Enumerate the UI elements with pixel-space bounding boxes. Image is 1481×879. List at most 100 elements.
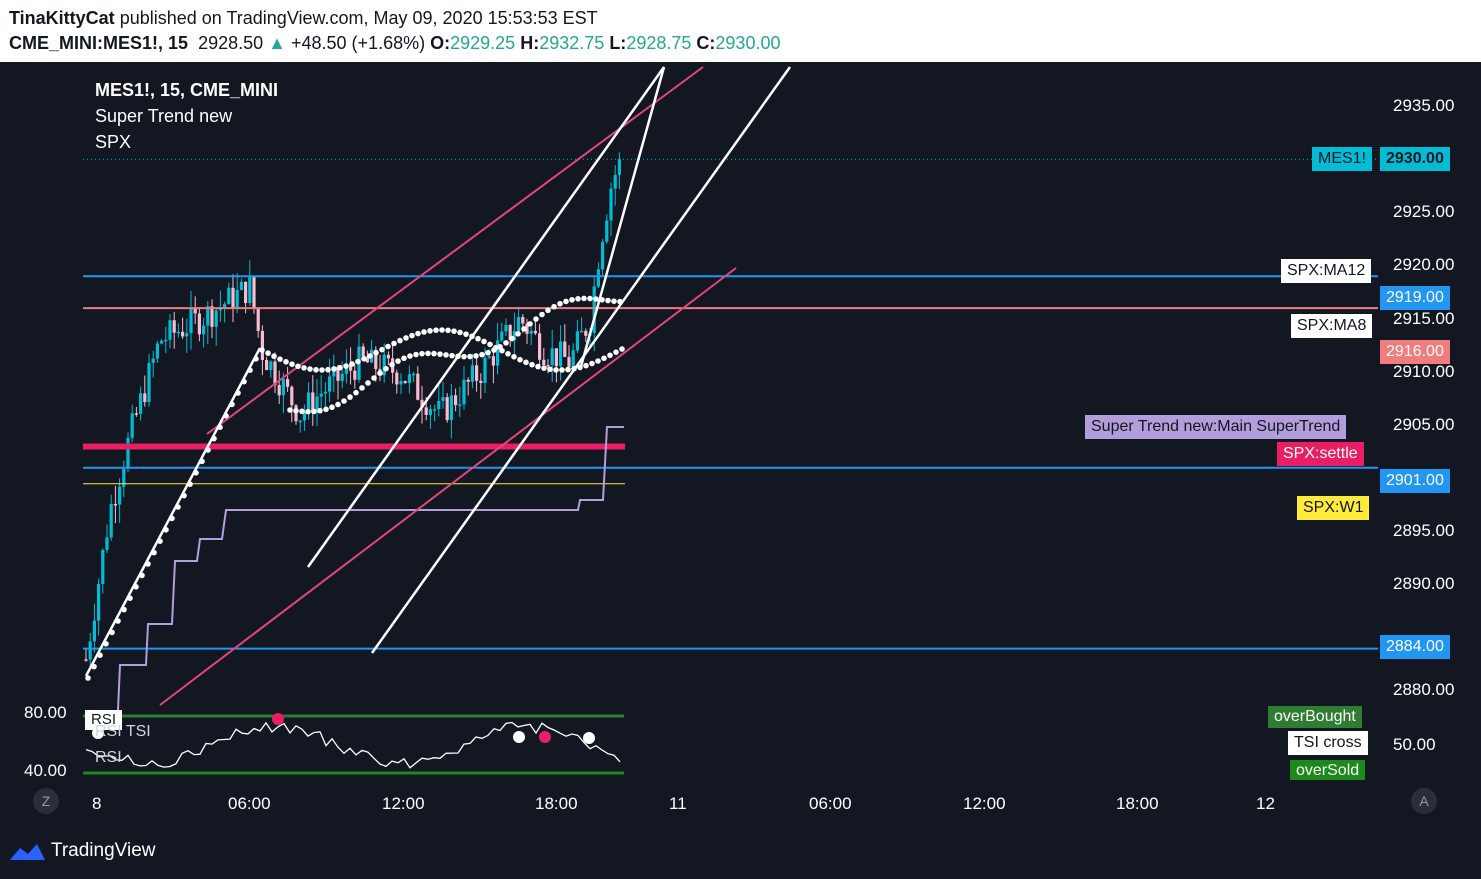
time-tick: 8 — [92, 794, 102, 813]
ma-dot — [307, 366, 313, 372]
ma-dot — [607, 352, 613, 359]
candle-body — [307, 392, 311, 412]
ma-dot — [395, 358, 401, 364]
ma-dot — [563, 298, 569, 305]
ma-dot — [383, 365, 389, 372]
candle-body — [403, 381, 407, 383]
label-spx-ma8: SPX:MA8 — [1291, 314, 1373, 338]
ma-dot — [619, 346, 625, 352]
candle-body — [567, 356, 571, 368]
ma-dot — [545, 307, 551, 314]
candle-body — [353, 370, 357, 380]
tradingview-logo[interactable]: TradingView — [8, 840, 156, 862]
candle-body — [160, 340, 164, 344]
candle-body — [512, 331, 516, 341]
candle-body — [601, 241, 605, 270]
symbol-name: CME_MINI:MES1!, 15 — [9, 33, 189, 53]
overlays-group — [83, 66, 1378, 775]
ma-dot — [397, 337, 403, 344]
candle-body — [609, 188, 613, 221]
candle-body — [147, 362, 151, 403]
ma-dot — [341, 398, 347, 404]
candle-body — [412, 373, 416, 376]
ma-dot — [169, 515, 175, 522]
candle-body — [252, 276, 256, 309]
candle-body — [244, 281, 248, 304]
time-tick: 18:00 — [535, 794, 578, 813]
candle-body — [340, 373, 344, 381]
candle-body — [176, 331, 180, 334]
ma-dot — [283, 359, 289, 365]
label-overbought: overBought — [1268, 706, 1362, 728]
ma-dot — [539, 311, 545, 318]
candle-body — [168, 320, 172, 340]
ma-dot — [247, 367, 253, 374]
ma-dot — [437, 351, 443, 357]
channel-upper — [206, 66, 704, 435]
candle-body — [470, 365, 474, 382]
price-tick: 2880.00 — [1393, 680, 1455, 699]
legend-compare[interactable]: SPX — [95, 132, 132, 152]
candle-body — [227, 287, 231, 305]
legend-main[interactable]: MES1!, 15, CME_MINI — [95, 80, 279, 100]
candle-body — [395, 372, 399, 385]
candle-body — [479, 380, 483, 383]
ma-dot — [533, 316, 539, 322]
candle-body — [97, 583, 101, 621]
ma-dot — [385, 343, 391, 350]
ma-dot — [419, 350, 425, 357]
candle-body — [265, 360, 269, 371]
ma-dot — [391, 340, 397, 347]
candle-body — [617, 159, 621, 175]
ma-dot — [377, 370, 383, 376]
ma-dot — [481, 338, 487, 345]
candle-body — [319, 393, 323, 397]
label-supertrend: Super Trend new:Main SuperTrend — [1085, 415, 1347, 439]
ma-dot — [371, 375, 377, 381]
candle-body — [441, 397, 445, 401]
time-tick: 11 — [669, 794, 687, 813]
candle-body — [613, 174, 617, 189]
legend-indicator[interactable]: Super Trend new — [95, 106, 233, 126]
candle-body — [466, 379, 470, 382]
label-2919: 2919.00 — [1380, 286, 1450, 310]
label-spx-settle: SPX:settle — [1277, 442, 1364, 466]
ma-dot — [559, 367, 565, 373]
ma-dot — [317, 407, 323, 414]
publish-header: TinaKittyCat published on TradingView.co… — [0, 0, 1481, 62]
ma-dot — [469, 333, 475, 340]
close-label: C: — [696, 33, 716, 53]
candle-body — [596, 269, 600, 287]
ma-dot — [235, 390, 241, 396]
ma-dot — [521, 326, 527, 332]
rsi-legend-1[interactable]: RSI TSI — [95, 723, 151, 740]
candle-body — [538, 333, 542, 360]
ma-dot — [175, 504, 181, 510]
candle-body — [496, 340, 500, 366]
rsi-line — [85, 721, 621, 769]
candle-body — [546, 365, 550, 367]
ma-dot — [337, 364, 343, 371]
ma-dot — [265, 350, 271, 356]
high-value: 2932.75 — [539, 33, 605, 53]
ma-dot — [139, 572, 145, 579]
candle-body — [584, 330, 588, 336]
label-2884: 2884.00 — [1380, 635, 1450, 659]
ma-dot — [373, 350, 379, 356]
candle-body — [281, 379, 285, 396]
ma-dot — [133, 584, 139, 590]
tsi-cross-marker — [272, 713, 284, 725]
candle-body — [571, 350, 575, 368]
rsi-legend-2[interactable]: RSI — [95, 749, 122, 766]
auto-scale-button[interactable]: A — [1411, 788, 1437, 814]
ma-dot — [581, 295, 587, 302]
candle-body — [231, 287, 235, 309]
ma-dot — [311, 408, 317, 415]
author-name[interactable]: TinaKittyCat — [9, 8, 115, 28]
brand-name: TradingView — [50, 840, 156, 862]
tsi-cross-marker — [583, 732, 595, 744]
price-chart[interactable] — [0, 62, 1481, 879]
ma-dot — [115, 618, 121, 624]
timezone-button[interactable]: Z — [33, 788, 59, 814]
candle-body — [382, 354, 386, 376]
